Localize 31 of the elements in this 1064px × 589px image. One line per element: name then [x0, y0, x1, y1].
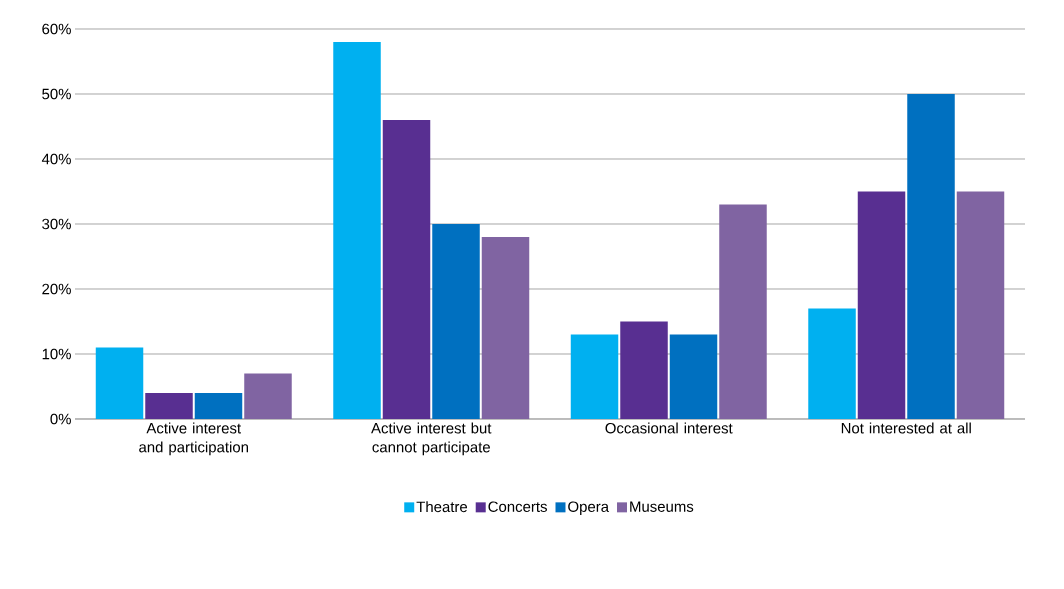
y-tick-label: 20% [42, 283, 71, 295]
y-tick-label: 30% [42, 218, 71, 230]
bar [719, 204, 767, 419]
bar [857, 191, 906, 419]
bar [244, 373, 292, 419]
bar [382, 120, 431, 419]
bar [481, 237, 530, 419]
bar [570, 334, 619, 419]
bar [95, 347, 144, 419]
legend-label: Concerts [488, 501, 547, 512]
y-tick-label: 10% [42, 348, 71, 360]
legend-label: Theatre [416, 501, 468, 513]
bar [808, 308, 856, 419]
x-tick-label: Occasional interest [605, 422, 733, 434]
legend-label: Museums [630, 501, 694, 512]
y-tick-label: 0% [50, 413, 71, 425]
bar [620, 321, 668, 419]
x-tick-label: Active interest but cannot participate [371, 422, 492, 456]
bar [194, 393, 243, 419]
bar [333, 42, 381, 419]
x-tick-label: Active interest and participation [139, 422, 248, 456]
y-tick-label: 40% [41, 153, 71, 165]
bar [907, 94, 955, 419]
legend-label: Opera [568, 501, 610, 515]
x-tick-label: Not interested at all [841, 422, 971, 434]
bar [432, 224, 480, 419]
bar [956, 191, 1005, 419]
bar [145, 393, 193, 419]
y-tick-label: 60% [42, 23, 71, 35]
y-tick-label: 50% [42, 88, 71, 100]
bar [669, 334, 718, 419]
